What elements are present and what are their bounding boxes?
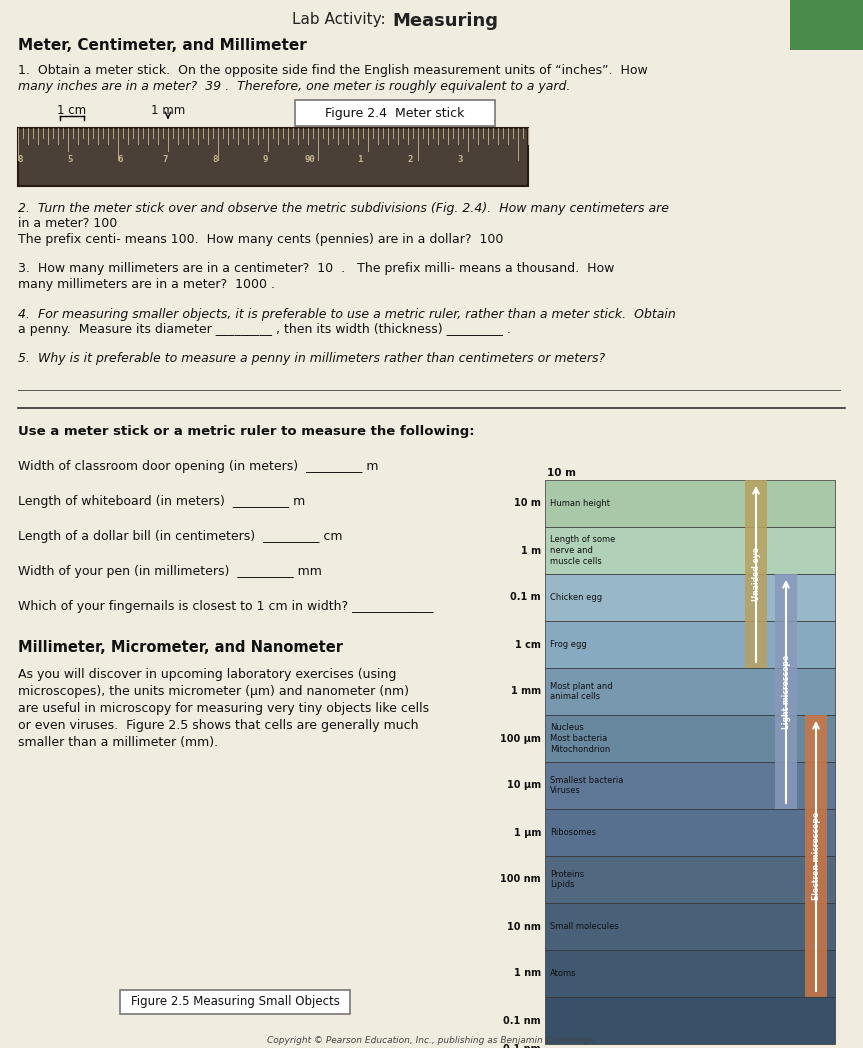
Text: or even viruses.  Figure 2.5 shows that cells are generally much: or even viruses. Figure 2.5 shows that c… bbox=[18, 719, 419, 732]
Text: 10 m: 10 m bbox=[547, 468, 576, 478]
Text: 2: 2 bbox=[407, 155, 413, 165]
Text: Width of classroom door opening (in meters)  _________ m: Width of classroom door opening (in mete… bbox=[18, 460, 379, 473]
Text: Millimeter, Micrometer, and Nanometer: Millimeter, Micrometer, and Nanometer bbox=[18, 640, 343, 655]
Text: 3: 3 bbox=[457, 155, 463, 165]
Text: Chicken egg: Chicken egg bbox=[550, 593, 602, 602]
Text: 2.  Turn the meter stick over and observe the metric subdivisions (Fig. 2.4).  H: 2. Turn the meter stick over and observe… bbox=[18, 202, 669, 215]
Text: Small molecules: Small molecules bbox=[550, 922, 619, 931]
Bar bbox=[545, 997, 835, 1044]
Text: 1.  Obtain a meter stick.  On the opposite side find the English measurement uni: 1. Obtain a meter stick. On the opposite… bbox=[18, 64, 648, 77]
Text: Meter, Centimeter, and Millimeter: Meter, Centimeter, and Millimeter bbox=[18, 38, 306, 53]
Text: 10 nm: 10 nm bbox=[507, 921, 541, 932]
Bar bbox=[545, 715, 835, 762]
Text: 7: 7 bbox=[162, 155, 167, 165]
Text: 100 μm: 100 μm bbox=[501, 734, 541, 743]
Text: smaller than a millimeter (mm).: smaller than a millimeter (mm). bbox=[18, 736, 218, 749]
Text: Length of a dollar bill (in centimeters)  _________ cm: Length of a dollar bill (in centimeters)… bbox=[18, 530, 343, 543]
Text: Lab Activity:: Lab Activity: bbox=[292, 12, 390, 27]
Text: Frog egg: Frog egg bbox=[550, 640, 587, 649]
Text: 100 nm: 100 nm bbox=[501, 874, 541, 885]
Text: Figure 2.4  Meter stick: Figure 2.4 Meter stick bbox=[325, 107, 464, 119]
Bar bbox=[545, 762, 835, 809]
Text: 10 m: 10 m bbox=[514, 499, 541, 508]
Text: Light microscope: Light microscope bbox=[782, 654, 791, 728]
Text: 0.1 nm: 0.1 nm bbox=[503, 1016, 541, 1026]
Bar bbox=[790, 0, 863, 50]
Bar bbox=[745, 480, 767, 668]
Text: 8: 8 bbox=[17, 155, 22, 165]
Text: Proteins
Lipids: Proteins Lipids bbox=[550, 870, 584, 890]
Bar bbox=[545, 856, 835, 903]
Text: Unaided eye: Unaided eye bbox=[752, 547, 760, 601]
Bar bbox=[545, 903, 835, 949]
Text: 10 μm: 10 μm bbox=[507, 781, 541, 790]
Text: a penny.  Measure its diameter _________ , then its width (thickness) _________ : a penny. Measure its diameter _________ … bbox=[18, 323, 511, 336]
Text: Copyright © Pearson Education, Inc., publishing as Benjamin Cummings.: Copyright © Pearson Education, Inc., pub… bbox=[268, 1036, 597, 1045]
Text: Electron microscope: Electron microscope bbox=[811, 812, 821, 900]
Text: The prefix centi- means 100.  How many cents (pennies) are in a dollar?  100: The prefix centi- means 100. How many ce… bbox=[18, 233, 503, 246]
Text: Human height: Human height bbox=[550, 499, 610, 508]
Text: Which of your fingernails is closest to 1 cm in width? _____________: Which of your fingernails is closest to … bbox=[18, 601, 433, 613]
Text: 1 nm: 1 nm bbox=[513, 968, 541, 979]
Text: 8: 8 bbox=[212, 155, 217, 165]
Text: Length of whiteboard (in meters)  _________ m: Length of whiteboard (in meters) _______… bbox=[18, 495, 306, 508]
Text: 0.1 m: 0.1 m bbox=[510, 592, 541, 603]
Text: 90: 90 bbox=[305, 155, 315, 165]
Text: 6: 6 bbox=[117, 155, 123, 165]
Text: 4.  For measuring smaller objects, it is preferable to use a metric ruler, rathe: 4. For measuring smaller objects, it is … bbox=[18, 308, 676, 321]
Text: Most plant and
animal cells: Most plant and animal cells bbox=[550, 681, 613, 701]
Text: 1 mm: 1 mm bbox=[511, 686, 541, 697]
FancyBboxPatch shape bbox=[295, 100, 495, 126]
FancyBboxPatch shape bbox=[120, 990, 350, 1014]
Text: are useful in microscopy for measuring very tiny objects like cells: are useful in microscopy for measuring v… bbox=[18, 702, 429, 715]
Text: 1 m: 1 m bbox=[521, 546, 541, 555]
Text: in a meter? 100: in a meter? 100 bbox=[18, 217, 117, 230]
Text: microscopes), the units micrometer (μm) and nanometer (nm): microscopes), the units micrometer (μm) … bbox=[18, 685, 409, 698]
Text: 1: 1 bbox=[357, 155, 362, 165]
Bar bbox=[545, 480, 835, 527]
Text: 5.  Why is it preferable to measure a penny in millimeters rather than centimete: 5. Why is it preferable to measure a pen… bbox=[18, 352, 605, 365]
Text: 0.1 nm: 0.1 nm bbox=[503, 1044, 541, 1048]
Bar bbox=[545, 621, 835, 668]
Text: Nucleus
Most bacteria
Mitochondrion: Nucleus Most bacteria Mitochondrion bbox=[550, 723, 610, 754]
Text: Smallest bacteria
Viruses: Smallest bacteria Viruses bbox=[550, 776, 623, 795]
Bar bbox=[545, 809, 835, 856]
Text: 9: 9 bbox=[262, 155, 268, 165]
Bar bbox=[545, 668, 835, 715]
Text: Use a meter stick or a metric ruler to measure the following:: Use a meter stick or a metric ruler to m… bbox=[18, 425, 475, 438]
Text: 3.  How many millimeters are in a centimeter?  10  .   The prefix milli- means a: 3. How many millimeters are in a centime… bbox=[18, 262, 614, 275]
Text: many millimeters are in a meter?  1000 .: many millimeters are in a meter? 1000 . bbox=[18, 278, 275, 291]
Text: Measuring: Measuring bbox=[392, 12, 498, 30]
Text: As you will discover in upcoming laboratory exercises (using: As you will discover in upcoming laborat… bbox=[18, 668, 396, 681]
Bar bbox=[775, 574, 797, 809]
Text: Atoms: Atoms bbox=[550, 969, 576, 978]
Bar bbox=[18, 128, 528, 185]
Text: Length of some
nerve and
muscle cells: Length of some nerve and muscle cells bbox=[550, 536, 615, 566]
Bar bbox=[545, 949, 835, 997]
Bar bbox=[545, 574, 835, 621]
Text: Ribosomes: Ribosomes bbox=[550, 828, 596, 837]
Text: 1 cm: 1 cm bbox=[58, 104, 86, 117]
Text: 1 μm: 1 μm bbox=[513, 828, 541, 837]
Text: Width of your pen (in millimeters)  _________ mm: Width of your pen (in millimeters) _____… bbox=[18, 565, 322, 578]
Text: many inches are in a meter?  39 .  Therefore, one meter is roughly equivalent to: many inches are in a meter? 39 . Therefo… bbox=[18, 80, 570, 93]
Text: 1 cm: 1 cm bbox=[515, 639, 541, 650]
Text: 5: 5 bbox=[67, 155, 72, 165]
Text: Figure 2.5 Measuring Small Objects: Figure 2.5 Measuring Small Objects bbox=[130, 996, 339, 1008]
Bar bbox=[545, 527, 835, 574]
Bar bbox=[805, 715, 827, 997]
Text: 1 mm: 1 mm bbox=[151, 104, 186, 117]
